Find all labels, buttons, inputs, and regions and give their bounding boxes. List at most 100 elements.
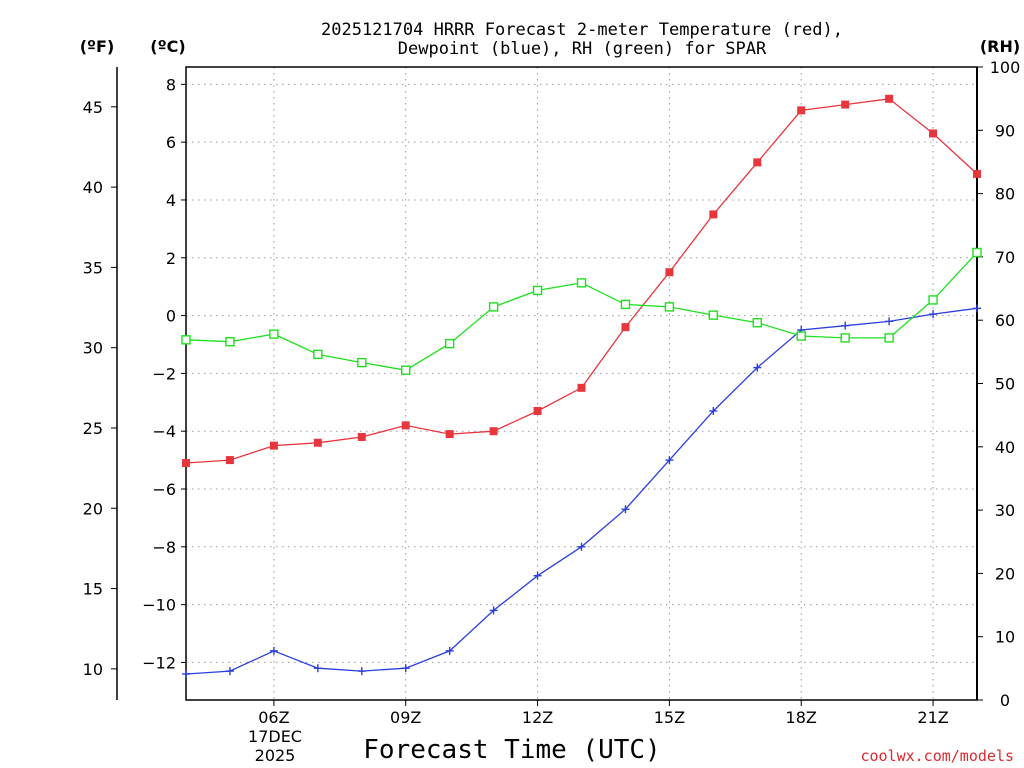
- rh-tick-label: 10: [995, 628, 1015, 647]
- celsius-tick-label: −4: [152, 422, 176, 441]
- rh-point: [444, 338, 455, 349]
- fahrenheit-tick-label: 10: [83, 660, 103, 679]
- celsius-tick-label: 2: [166, 249, 176, 268]
- dewpoint-point: [225, 667, 234, 676]
- dewpoint-point: [445, 646, 454, 655]
- rh-unit-label: (RH): [980, 37, 1020, 56]
- dewpoint-point: [665, 456, 674, 465]
- 2-meter-temperature-point: [533, 406, 542, 415]
- date-label-year: 2025: [255, 746, 296, 765]
- 2-meter-temperature-point: [357, 432, 366, 441]
- celsius-tick-label: −10: [142, 596, 176, 615]
- fahrenheit-tick-label: 25: [83, 419, 103, 438]
- celsius-tick-label: 8: [166, 75, 176, 94]
- 2-meter-temperature-point: [489, 427, 498, 436]
- dewpoint-point: [577, 542, 586, 551]
- chart-title-line2: Dewpoint (blue), RH (green) for SPAR: [398, 39, 767, 59]
- 2-meter-temperature-point: [401, 421, 410, 430]
- 2-meter-temperature-point: [313, 438, 322, 447]
- series-group: [181, 94, 982, 678]
- dewpoint-point: [709, 406, 718, 415]
- 2-meter-temperature-point: [665, 268, 674, 277]
- dewpoint-point: [182, 669, 190, 678]
- rh-tick-label: 60: [995, 311, 1015, 330]
- grid-lines: [186, 67, 977, 700]
- celsius-tick-label: 6: [166, 133, 176, 152]
- rh-point: [796, 331, 806, 341]
- dewpoint-line: [185, 307, 978, 675]
- rh-point: [928, 295, 938, 305]
- rh-tick-label: 30: [995, 501, 1015, 520]
- fahrenheit-unit-label: (ºF): [80, 37, 115, 56]
- rh-point: [532, 285, 543, 296]
- rh-tick-label: 100: [990, 58, 1021, 77]
- fahrenheit-tick-label: 35: [83, 258, 103, 277]
- 2-meter-temperature-point: [709, 210, 718, 219]
- 2-meter-temperature-point: [885, 94, 894, 103]
- 2-meter-temperature-point: [973, 169, 981, 178]
- rh-point: [488, 302, 499, 312]
- dewpoint-point: [269, 646, 278, 655]
- fahrenheit-tick-label: 45: [83, 98, 103, 117]
- rh-tick-label: 70: [995, 248, 1015, 267]
- rh-point: [620, 299, 631, 310]
- credit-text: coolwx.com/models: [860, 747, 1014, 765]
- celsius-tick-label: −8: [152, 538, 176, 557]
- chart-title-line1: 2025121704 HRRR Forecast 2-meter Tempera…: [321, 20, 843, 40]
- rh-point: [752, 318, 762, 328]
- celsius-tick-label: −6: [152, 480, 176, 499]
- rh-tick-label: 80: [995, 185, 1015, 204]
- 2-meter-temperature-point: [753, 158, 762, 167]
- rh-point: [840, 333, 850, 343]
- 2-meter-temperature-point: [621, 323, 630, 332]
- dewpoint-point: [929, 310, 938, 319]
- x-tick-label: 21Z: [917, 708, 948, 727]
- 2-meter-temperature-point: [445, 430, 454, 439]
- rh-tick-label: 50: [995, 375, 1015, 394]
- 2-meter-temperature-point: [841, 100, 850, 109]
- dewpoint-point: [753, 363, 762, 372]
- rh-point: [181, 335, 191, 345]
- celsius-tick-label: 0: [166, 307, 176, 326]
- x-tick-label: 15Z: [654, 708, 685, 727]
- rh-point: [225, 337, 235, 347]
- 2-meter-temperature-point: [269, 441, 278, 450]
- dewpoint-point: [313, 664, 322, 673]
- dewpoint-point: [401, 664, 410, 673]
- date-label-day: 17DEC: [248, 727, 302, 746]
- x-tick-label: 06Z: [258, 708, 289, 727]
- fahrenheit-tick-label: 15: [83, 580, 103, 599]
- fahrenheit-tick-label: 20: [83, 499, 103, 518]
- 2-meter-temperature-point: [225, 456, 234, 465]
- dewpoint-point: [885, 317, 894, 326]
- fahrenheit-tick-label: 40: [83, 178, 103, 197]
- rh-point: [357, 357, 367, 368]
- rh-point: [576, 278, 587, 288]
- rh-point: [313, 349, 323, 360]
- 2-meter-temperature-point: [797, 106, 806, 115]
- 2-meter-temperature-point: [182, 458, 190, 467]
- rh-tick-label: 90: [995, 121, 1015, 140]
- rh-point: [708, 310, 719, 320]
- rh-tick-label: 20: [995, 564, 1015, 583]
- dewpoint-point: [973, 304, 981, 313]
- rh-point: [664, 302, 675, 312]
- axes: 86420−2−4−6−8−10−12454035302520151010090…: [83, 58, 1021, 727]
- rh-line: [185, 252, 978, 371]
- dewpoint-point: [841, 321, 850, 330]
- rh-tick-label: 0: [1000, 691, 1010, 710]
- celsius-tick-label: −12: [142, 653, 176, 672]
- rh-point: [972, 247, 982, 258]
- celsius-tick-label: −2: [152, 364, 176, 383]
- rh-point: [269, 329, 279, 339]
- fahrenheit-tick-label: 30: [83, 339, 103, 358]
- 2-meter-temperature-point: [929, 129, 938, 138]
- x-axis-title: Forecast Time (UTC): [363, 735, 660, 765]
- dewpoint-point: [357, 667, 366, 676]
- x-tick-label: 09Z: [390, 708, 421, 727]
- celsius-tick-label: 4: [166, 191, 176, 210]
- rh-point: [884, 333, 894, 343]
- dewpoint-point: [621, 505, 630, 514]
- x-tick-label: 12Z: [522, 708, 553, 727]
